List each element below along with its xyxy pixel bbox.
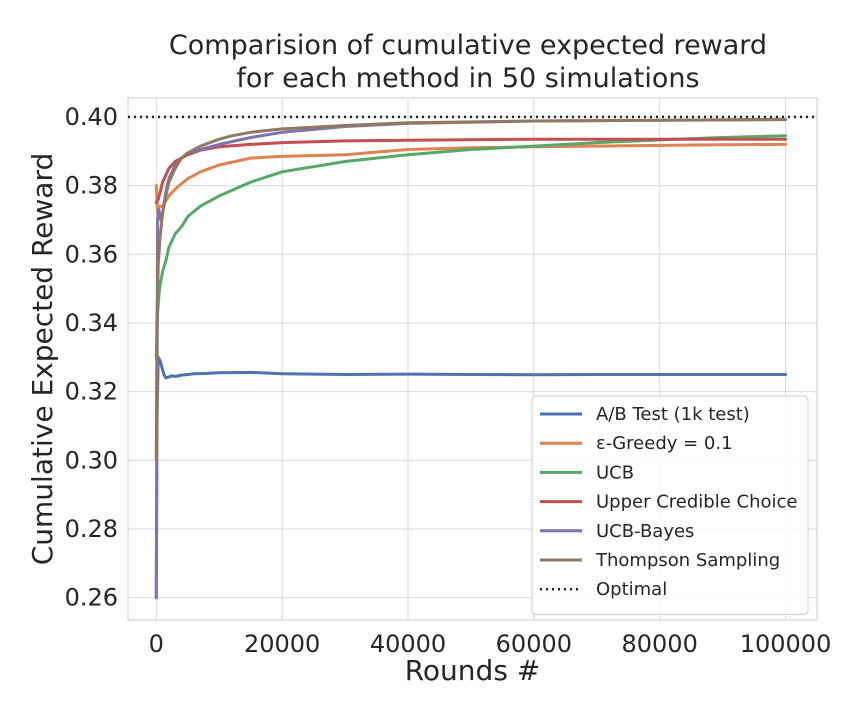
chart-title-line: for each method in 50 simulations: [236, 63, 699, 94]
y-tick-label: 0.36: [65, 240, 118, 268]
x-tick-label: 0: [149, 630, 164, 658]
series-line-ucb: [154, 134, 787, 359]
series-line-thompson-sampling: [154, 117, 787, 462]
legend-label: UCB: [596, 462, 634, 483]
legend-label: A/B Test (1k test): [596, 404, 750, 425]
legend-label: Optimal: [596, 579, 667, 600]
series-line-a-b-test-1k-test-: [154, 355, 787, 600]
x-tick-label: 60000: [496, 630, 572, 658]
grid: [128, 98, 817, 620]
y-axis-label: Cumulative Expected Reward: [26, 153, 59, 566]
plot-frame: [127, 97, 818, 621]
y-tick-label: 0.32: [65, 378, 118, 406]
legend-label: Thompson Sampling: [595, 550, 780, 571]
x-tick-label: 80000: [622, 630, 698, 658]
legend-label: ε-Greedy = 0.1: [596, 433, 733, 454]
x-tick-label: 20000: [244, 630, 320, 658]
y-tick-label: 0.28: [65, 515, 118, 543]
y-tick-label: 0.38: [65, 172, 118, 200]
chart-title-line: Comparision of cumulative expected rewar…: [169, 30, 767, 61]
x-tick-label: 100000: [740, 630, 832, 658]
legend-box: [531, 395, 809, 615]
legend-label: UCB-Bayes: [596, 521, 694, 542]
chart-title: Comparision of cumulative expected rewar…: [169, 30, 767, 94]
legend-label: Upper Credible Choice: [596, 492, 797, 513]
y-tick-labels: 0.26 0.28 0.30 0.32 0.34 0.36 0.38 0.40: [65, 103, 118, 612]
series-group: [128, 115, 817, 600]
y-tick-label: 0.40: [65, 103, 118, 131]
series-line--greedy-0-1: [154, 142, 787, 215]
x-tick-labels: 0 20000 40000 60000 80000 100000: [149, 630, 832, 658]
x-tick-label: 40000: [370, 630, 446, 658]
y-tick-label: 0.34: [65, 309, 118, 337]
legend: A/B Test (1k test) ε-Greedy = 0.1 UCB Upper…: [531, 395, 809, 615]
y-tick-label: 0.26: [65, 584, 118, 612]
x-axis-label: Rounds #: [405, 654, 541, 687]
y-tick-label: 0.30: [65, 446, 118, 474]
